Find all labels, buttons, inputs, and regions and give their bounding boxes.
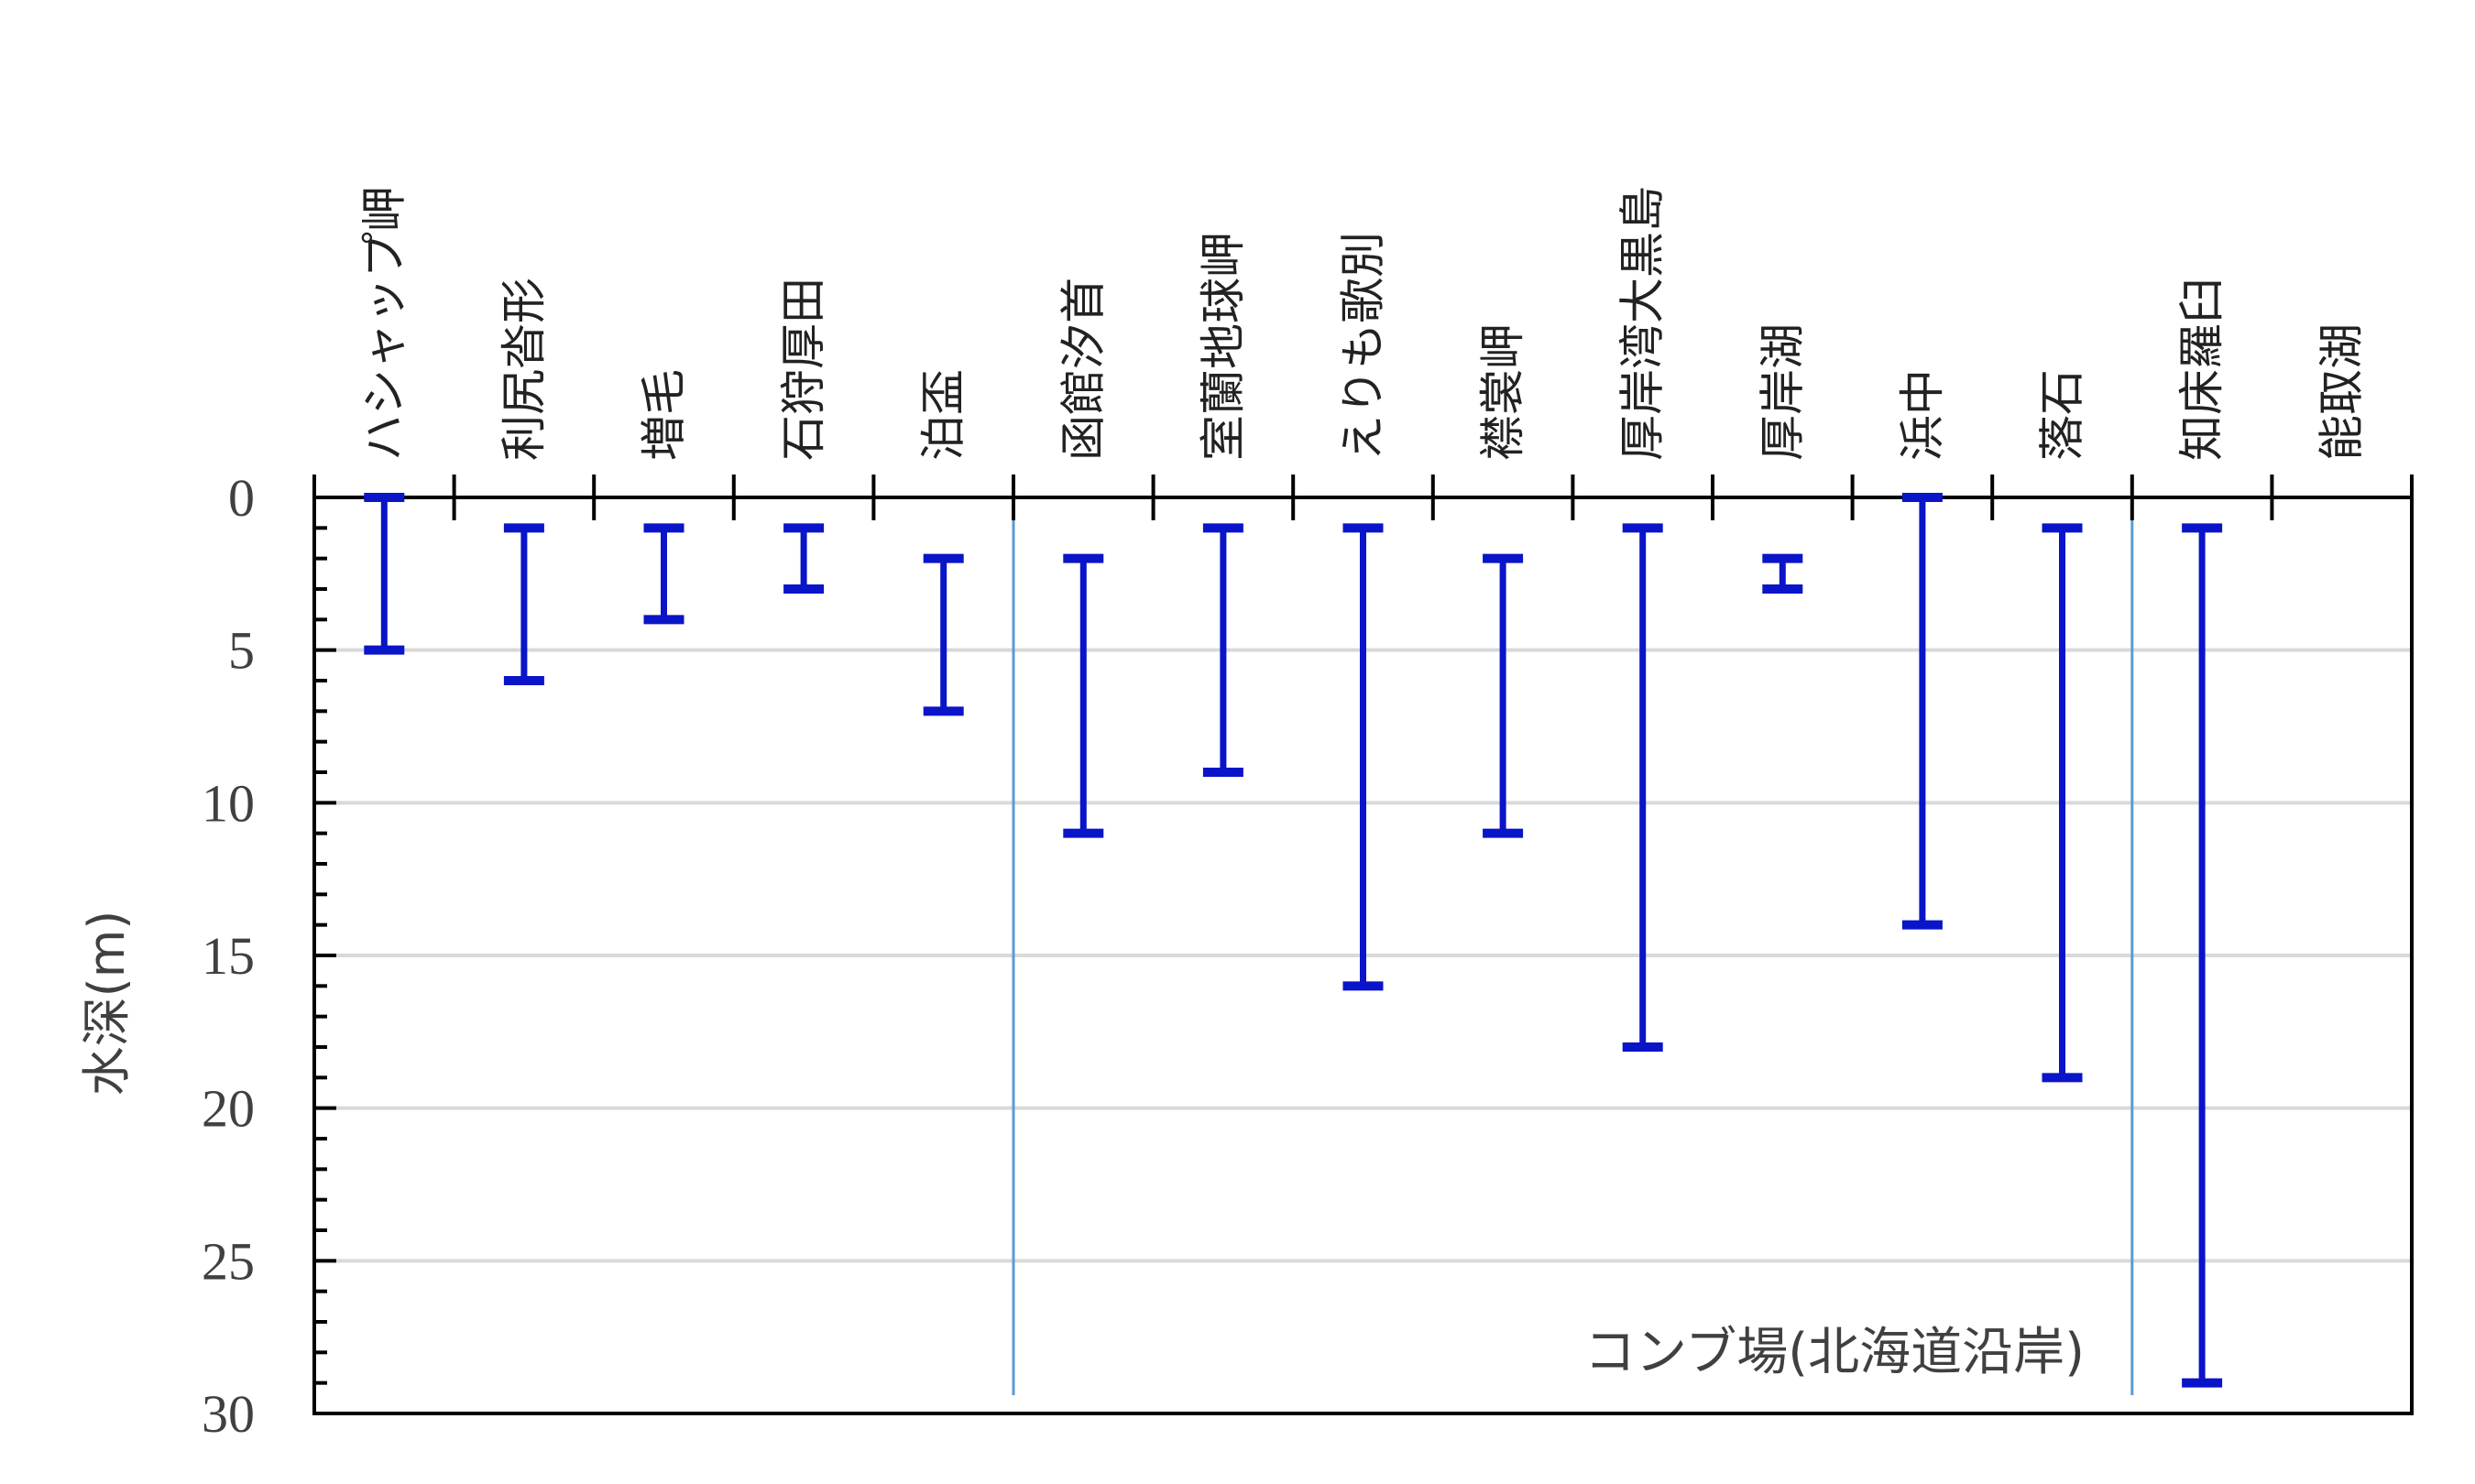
range-bar bbox=[1901, 493, 1943, 930]
y-tick-label: 20 bbox=[202, 1079, 255, 1139]
y-tick-label: 10 bbox=[202, 773, 255, 833]
range-bar bbox=[364, 493, 405, 655]
range-bars bbox=[364, 493, 2223, 1388]
y-tick-label: 15 bbox=[202, 926, 255, 986]
category-label: 能取湖 bbox=[2316, 323, 2369, 461]
chart-annotation: コンブ場(北海道沿岸) bbox=[1584, 1323, 2085, 1382]
range-bar bbox=[2182, 523, 2223, 1388]
axes bbox=[312, 475, 2414, 1415]
category-label: 落石 bbox=[2036, 369, 2089, 461]
category-label: 知床羅臼 bbox=[2175, 278, 2229, 461]
range-bar bbox=[503, 523, 544, 685]
category-label: 浜中 bbox=[1896, 369, 1949, 461]
y-tick-label: 25 bbox=[202, 1231, 255, 1291]
range-bar bbox=[1483, 553, 1524, 838]
y-tick-label: 0 bbox=[228, 468, 255, 528]
y-tick-label: 30 bbox=[202, 1384, 255, 1444]
y-axis-title: 水深(m) bbox=[78, 911, 136, 1097]
category-label: 厚岸湖 bbox=[1756, 323, 1809, 461]
range-bar bbox=[1762, 553, 1803, 594]
range-bar bbox=[923, 553, 964, 716]
category-label: ハシャップ岬 bbox=[357, 186, 411, 461]
category-label: 泊盃 bbox=[917, 369, 970, 461]
category-label: 利尻沓形 bbox=[498, 278, 551, 461]
category-label: 室蘭地球岬 bbox=[1197, 232, 1250, 461]
range-bar bbox=[1622, 523, 1663, 1052]
group-separators bbox=[1012, 497, 2134, 1395]
range-bar bbox=[643, 523, 684, 625]
labels: 0 5 10 15 20 25 30 ハシャップ岬 利尻沓形 増毛 石狩厚田 泊盃 函館汐首 室蘭地球岬 え… bbox=[202, 186, 2369, 1444]
category-label: 石狩厚田 bbox=[777, 278, 830, 461]
category-label: 函館汐首 bbox=[1057, 278, 1110, 461]
category-label: 増毛 bbox=[638, 369, 691, 461]
range-bar bbox=[1063, 553, 1104, 838]
range-bar bbox=[2042, 523, 2083, 1083]
category-label: 襟裳岬 bbox=[1476, 323, 1529, 461]
range-bar bbox=[783, 523, 825, 594]
category-label: 厚岸湾大黒島 bbox=[1616, 186, 1670, 461]
y-tick-label: 5 bbox=[228, 621, 255, 681]
range-bar bbox=[1202, 523, 1243, 777]
category-label: えりも歌別 bbox=[1337, 232, 1390, 461]
range-bar bbox=[1342, 523, 1384, 991]
